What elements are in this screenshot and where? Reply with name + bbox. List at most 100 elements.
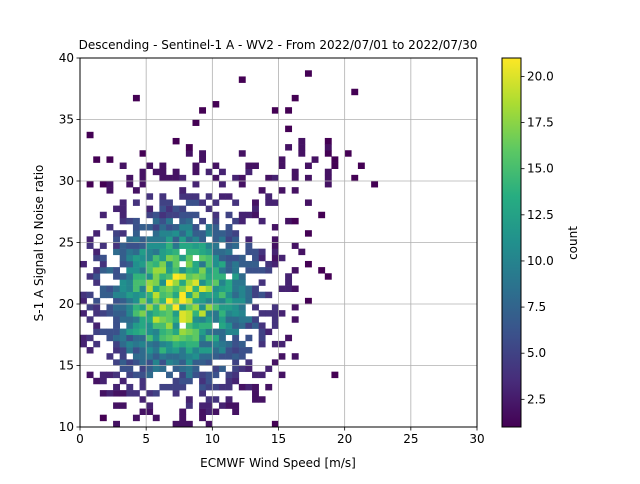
heatmap-cell [285,285,293,292]
heatmap-cell [132,371,140,379]
heatmap-cell [146,291,154,299]
heatmap-cell [232,377,240,385]
heatmap-cell [199,334,207,342]
chart-title: Descending - Sentinel-1 A - WV2 - From 2… [79,38,478,52]
heatmap-cell [232,322,240,329]
heatmap-cell [159,230,167,237]
heatmap-cell [172,279,180,286]
heatmap-cell [232,279,240,286]
heatmap-cell [152,304,160,311]
heatmap-cell [152,248,160,256]
heatmap-cell [172,230,180,237]
heatmap-cell [166,291,173,299]
heatmap-cell [245,236,253,243]
heatmap-cell [199,273,207,280]
heatmap-cell [166,174,173,182]
heatmap-cell [166,334,173,342]
heatmap-cell [271,254,279,262]
heatmap-cell [113,390,120,397]
heatmap-cell [271,260,279,268]
heatmap-cell [132,347,140,354]
heatmap-cell [225,347,233,354]
heatmap-cell [179,230,187,237]
heatmap-cell [126,273,134,280]
heatmap-cell [146,279,154,286]
heatmap-cell [192,371,200,379]
heatmap-cell [324,273,332,280]
heatmap-cell [139,285,147,292]
heatmap-cell [119,328,127,336]
heatmap-cell [179,334,187,342]
heatmap-cell [152,236,160,243]
heatmap-cell [159,267,167,274]
heatmap-cell [212,396,220,403]
heatmap-cell [179,291,187,299]
colorbar-tick-label: 20.0 [527,69,554,83]
heatmap-cell [199,107,207,114]
heatmap-cell [192,334,200,342]
heatmap-cell [172,377,180,385]
heatmap-cell [225,267,233,274]
heatmap-cell [132,291,140,299]
heatmap-cell [192,316,200,323]
heatmap-cell [159,340,167,348]
heatmap-cell [252,316,259,323]
heatmap-cell [179,297,187,305]
heatmap-cell [265,383,273,391]
heatmap-cell [285,125,293,133]
heatmap-cell [252,390,259,397]
heatmap-cell [238,304,246,311]
heatmap-cell [146,285,154,292]
heatmap-cell [126,174,134,182]
heatmap-cell [265,174,273,182]
heatmap-cell [119,304,127,311]
heatmap-cell [132,224,140,231]
heatmap-cell [271,224,279,231]
heatmap-cell [172,310,180,317]
heatmap-cell [126,365,134,372]
heatmap-cell [265,267,273,274]
heatmap-cell [331,162,339,169]
heatmap-cell [119,199,127,206]
heatmap-cell [205,322,213,329]
heatmap-cell [291,353,299,360]
heatmap-cell [146,193,154,200]
heatmap-cell [113,267,120,274]
heatmap-cell [185,402,193,409]
heatmap-cell [291,304,299,311]
heatmap-cell [278,285,286,292]
heatmap-cell [146,211,154,219]
heatmap-cell [146,224,154,231]
heatmap-cell [159,199,167,206]
heatmap-cell [212,267,220,274]
heatmap-cell [212,365,220,372]
heatmap-cell [218,291,226,299]
x-tick-label: 20 [337,432,352,446]
heatmap-cell [152,230,160,237]
heatmap-cell [205,273,213,280]
heatmap-cell [119,402,127,409]
heatmap-cell [185,248,193,256]
heatmap-cell [245,248,253,256]
heatmap-cell [245,334,253,342]
heatmap-cell [179,242,187,249]
heatmap-cell [159,304,167,311]
heatmap-cell [192,340,200,348]
heatmap-cell [159,291,167,299]
heatmap-cell [152,316,160,323]
heatmap-cell [258,328,266,336]
heatmap-cell [192,273,200,280]
heatmap-cell [232,230,240,237]
heatmap-cell [278,310,286,317]
heatmap-cell [199,236,207,243]
heatmap-cell [159,254,167,262]
heatmap-cell [152,310,160,317]
heatmap-cell [139,297,147,305]
heatmap-cell [245,316,253,323]
heatmap-cell [126,291,134,299]
heatmap-cell [192,119,200,126]
heatmap-cell [126,316,134,323]
heatmap-cell [99,371,107,379]
heatmap-cell [172,316,180,323]
x-tick-label: 25 [403,432,418,446]
